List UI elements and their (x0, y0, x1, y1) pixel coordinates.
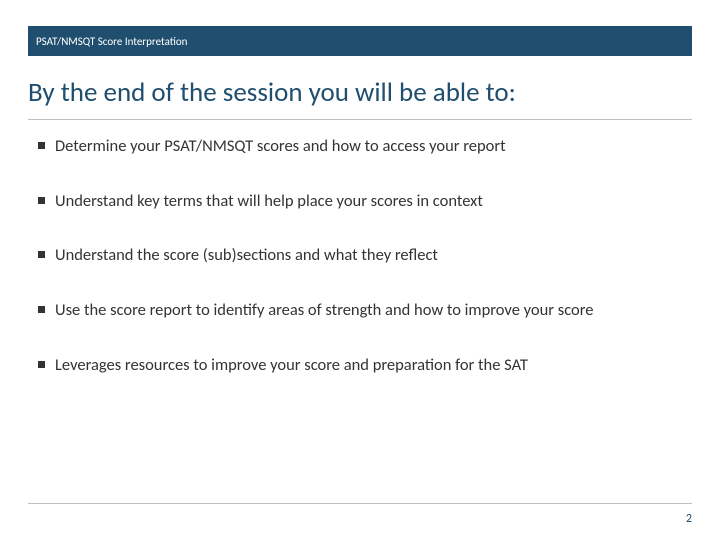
bullet-text: Understand the score (sub)sections and w… (55, 245, 682, 266)
footer-divider (28, 503, 692, 504)
slide: PSAT/NMSQT Score Interpretation By the e… (0, 0, 720, 540)
square-bullet-icon (38, 197, 45, 204)
square-bullet-icon (38, 251, 45, 258)
header-bar: PSAT/NMSQT Score Interpretation (28, 26, 692, 56)
bullet-text: Leverages resources to improve your scor… (55, 355, 682, 376)
slide-title: By the end of the session you will be ab… (28, 76, 692, 115)
bullet-list: Determine your PSAT/NMSQT scores and how… (38, 136, 682, 409)
bullet-text: Understand key terms that will help plac… (55, 191, 682, 212)
bullet-text: Use the score report to identify areas o… (55, 300, 682, 321)
list-item: Use the score report to identify areas o… (38, 300, 682, 321)
square-bullet-icon (38, 306, 45, 313)
page-number: 2 (686, 512, 692, 526)
title-underline (28, 119, 692, 120)
list-item: Understand key terms that will help plac… (38, 191, 682, 212)
title-area: By the end of the session you will be ab… (28, 76, 692, 120)
bullet-text: Determine your PSAT/NMSQT scores and how… (55, 136, 682, 157)
square-bullet-icon (38, 142, 45, 149)
list-item: Understand the score (sub)sections and w… (38, 245, 682, 266)
list-item: Leverages resources to improve your scor… (38, 355, 682, 376)
list-item: Determine your PSAT/NMSQT scores and how… (38, 136, 682, 157)
header-label: PSAT/NMSQT Score Interpretation (36, 35, 187, 48)
square-bullet-icon (38, 361, 45, 368)
